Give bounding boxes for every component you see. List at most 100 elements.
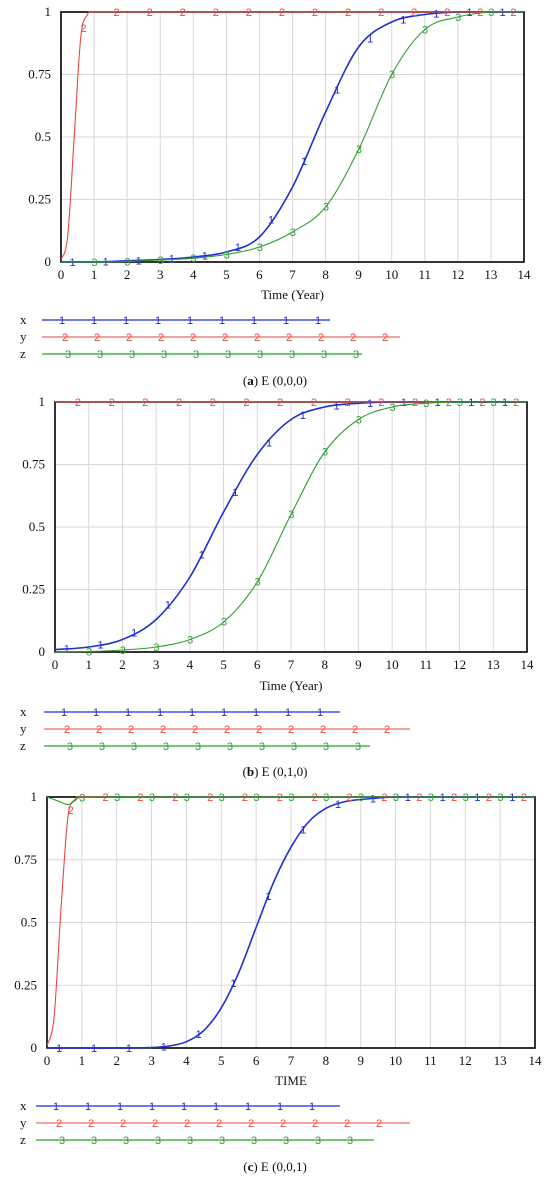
- legend-label-x: x: [20, 1098, 27, 1113]
- series-marker-x: 1: [301, 156, 307, 168]
- series-marker-x: 1: [474, 792, 480, 804]
- legend-marker-z: 3: [315, 1135, 321, 1147]
- series-marker-x: 1: [131, 628, 137, 640]
- series-marker-z: 3: [358, 792, 364, 804]
- legend-label-y: y: [20, 329, 27, 344]
- legend-marker-x: 1: [253, 707, 259, 719]
- legend-marker-y: 2: [62, 332, 68, 344]
- series-marker-x: 1: [196, 1029, 202, 1041]
- legend-marker-x: 1: [283, 315, 289, 327]
- series-marker-x: 1: [91, 1043, 97, 1055]
- legend-marker-y: 2: [56, 1118, 62, 1130]
- series-marker-x: 1: [334, 84, 340, 96]
- series-marker-y: 2: [109, 397, 115, 409]
- series-marker-z: 3: [288, 509, 294, 521]
- legend-marker-z: 3: [155, 1135, 161, 1147]
- legend-marker-y: 2: [286, 332, 292, 344]
- x-tick-label: 14: [521, 657, 535, 672]
- series-marker-y: 2: [446, 397, 452, 409]
- x-tick-label: 4: [187, 657, 194, 672]
- series-marker-x: 1: [499, 7, 505, 19]
- legend-marker-x: 1: [309, 1101, 315, 1113]
- series-marker-x: 1: [70, 257, 76, 269]
- series-marker-y: 2: [510, 7, 516, 19]
- series-marker-y: 2: [312, 7, 318, 19]
- series-marker-z: 3: [91, 257, 97, 269]
- x-tick-label: 1: [91, 267, 98, 282]
- legend-marker-x: 1: [117, 1101, 123, 1113]
- series-marker-x: 1: [300, 825, 306, 837]
- x-tick-label: 2: [124, 267, 131, 282]
- legend-marker-z: 3: [291, 741, 297, 753]
- legend-marker-x: 1: [93, 707, 99, 719]
- series-marker-x: 1: [165, 600, 171, 612]
- legend-marker-z: 3: [289, 349, 295, 361]
- legend-marker-z: 3: [347, 1135, 353, 1147]
- y-tick-label: 0.5: [29, 519, 45, 534]
- legend-marker-z: 3: [161, 349, 167, 361]
- legend-marker-y: 2: [190, 332, 196, 344]
- series-marker-x: 1: [333, 401, 339, 413]
- series-marker-z: 3: [257, 242, 263, 254]
- series-line-z: [61, 11, 524, 263]
- legend-marker-x: 1: [277, 1101, 283, 1113]
- legend-marker-z: 3: [355, 741, 361, 753]
- series-marker-x: 1: [405, 792, 411, 804]
- series-marker-x: 1: [400, 14, 406, 26]
- legend-marker-z: 3: [227, 741, 233, 753]
- legend-marker-x: 1: [181, 1101, 187, 1113]
- series-marker-y: 2: [246, 7, 252, 19]
- legend-marker-x: 1: [315, 315, 321, 327]
- series-marker-x: 1: [56, 1043, 62, 1055]
- legend-marker-y: 2: [96, 724, 102, 736]
- series-marker-z: 3: [120, 645, 126, 657]
- legend-marker-x: 1: [189, 707, 195, 719]
- series-marker-z: 3: [124, 256, 130, 268]
- legend-marker-z: 3: [97, 349, 103, 361]
- legend-marker-y: 2: [344, 1118, 350, 1130]
- legend-marker-x: 1: [187, 315, 193, 327]
- legend-marker-z: 3: [123, 1135, 129, 1147]
- legend-marker-z: 3: [99, 741, 105, 753]
- x-tick-label: 12: [453, 657, 466, 672]
- series-marker-x: 1: [433, 9, 439, 21]
- series-marker-x: 1: [502, 397, 508, 409]
- series-marker-x: 1: [202, 250, 208, 262]
- legend-marker-x: 1: [53, 1101, 59, 1113]
- series-marker-y: 2: [378, 7, 384, 19]
- series-marker-y: 2: [345, 7, 351, 19]
- x-tick-label: 5: [220, 657, 227, 672]
- series-marker-x: 1: [126, 1043, 132, 1055]
- legend-label-z: z: [20, 346, 26, 361]
- series-marker-z: 3: [457, 397, 463, 409]
- series-marker-z: 3: [423, 398, 429, 410]
- series-marker-z: 3: [153, 642, 159, 654]
- y-tick-label: 0.5: [35, 129, 51, 144]
- series-marker-z: 3: [491, 397, 497, 409]
- x-tick-label: 7: [288, 1053, 295, 1068]
- x-tick-label: 4: [183, 1053, 190, 1068]
- series-marker-x: 1: [265, 891, 271, 903]
- series-marker-x: 1: [466, 7, 472, 19]
- series-marker-x: 1: [370, 794, 376, 806]
- legend-marker-z: 3: [225, 349, 231, 361]
- x-tick-label: 10: [386, 657, 399, 672]
- legend-marker-y: 2: [64, 724, 70, 736]
- series-marker-z: 3: [356, 414, 362, 426]
- series-marker-z: 3: [290, 227, 296, 239]
- y-tick-label: 0: [31, 1040, 38, 1055]
- x-tick-label: 8: [323, 1053, 330, 1068]
- series-marker-z: 3: [187, 634, 193, 646]
- legend-marker-z: 3: [131, 741, 137, 753]
- x-tick-label: 9: [355, 267, 362, 282]
- series-marker-y: 2: [312, 792, 318, 804]
- series-marker-z: 3: [428, 792, 434, 804]
- legend-marker-x: 1: [317, 707, 323, 719]
- series-marker-y: 2: [378, 397, 384, 409]
- legend-marker-y: 2: [350, 332, 356, 344]
- series-marker-z: 3: [157, 255, 163, 267]
- series-marker-x: 1: [440, 792, 446, 804]
- series-marker-x: 1: [266, 437, 272, 449]
- legend-marker-z: 3: [251, 1135, 257, 1147]
- x-tick-label: 7: [289, 267, 296, 282]
